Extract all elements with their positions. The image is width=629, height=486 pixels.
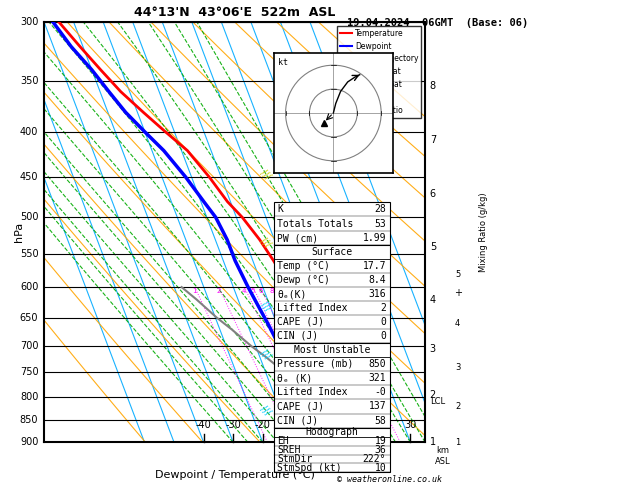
Text: 1: 1 bbox=[192, 288, 197, 295]
Text: 5: 5 bbox=[430, 242, 436, 252]
Text: 316: 316 bbox=[369, 289, 386, 299]
Text: 850: 850 bbox=[19, 416, 38, 425]
Text: SREH: SREH bbox=[277, 445, 301, 455]
Text: 3: 3 bbox=[430, 344, 436, 354]
Text: 0: 0 bbox=[381, 317, 386, 327]
Text: 1: 1 bbox=[430, 437, 436, 447]
Text: Mixing Ratio (g/kg): Mixing Ratio (g/kg) bbox=[479, 192, 487, 272]
Text: 30: 30 bbox=[404, 419, 416, 430]
Text: 300: 300 bbox=[20, 17, 38, 27]
Text: 8: 8 bbox=[430, 81, 436, 91]
Text: 5: 5 bbox=[455, 270, 460, 278]
Text: -20: -20 bbox=[255, 419, 270, 430]
Text: PW (cm): PW (cm) bbox=[277, 233, 318, 243]
Text: -10: -10 bbox=[284, 419, 300, 430]
Text: 400: 400 bbox=[20, 127, 38, 137]
Text: ///: /// bbox=[259, 299, 272, 313]
Text: 222°: 222° bbox=[363, 454, 386, 464]
Text: Pressure (mb): Pressure (mb) bbox=[277, 359, 353, 369]
Text: 500: 500 bbox=[19, 212, 38, 222]
Text: km
ASL: km ASL bbox=[435, 447, 450, 466]
Text: 2: 2 bbox=[216, 288, 221, 295]
Text: 5: 5 bbox=[251, 288, 255, 295]
Text: 900: 900 bbox=[20, 437, 38, 447]
Text: EH: EH bbox=[277, 436, 289, 446]
Text: 10: 10 bbox=[374, 463, 386, 473]
Text: 7: 7 bbox=[430, 135, 436, 144]
Text: -30: -30 bbox=[225, 419, 241, 430]
Text: 6: 6 bbox=[430, 189, 436, 199]
Text: θₑ(K): θₑ(K) bbox=[277, 289, 307, 299]
Text: kt: kt bbox=[279, 58, 288, 67]
Text: 450: 450 bbox=[19, 172, 38, 182]
Text: 8.4: 8.4 bbox=[369, 275, 386, 285]
Text: 2: 2 bbox=[381, 303, 386, 313]
Text: 0: 0 bbox=[319, 419, 325, 430]
Text: Lifted Index: Lifted Index bbox=[277, 303, 348, 313]
Text: ///: /// bbox=[259, 404, 272, 417]
Text: LCL: LCL bbox=[430, 398, 445, 406]
Text: 1.99: 1.99 bbox=[363, 233, 386, 243]
Text: 36: 36 bbox=[374, 445, 386, 455]
Text: Dewp (°C): Dewp (°C) bbox=[277, 275, 330, 285]
Text: CIN (J): CIN (J) bbox=[277, 416, 318, 426]
Text: ///: /// bbox=[259, 168, 272, 182]
Text: -0: -0 bbox=[374, 387, 386, 397]
Text: Totals Totals: Totals Totals bbox=[277, 219, 353, 228]
Text: Surface: Surface bbox=[311, 247, 352, 258]
Text: StmSpd (kt): StmSpd (kt) bbox=[277, 463, 342, 473]
Text: Temp (°C): Temp (°C) bbox=[277, 261, 330, 271]
Text: CAPE (J): CAPE (J) bbox=[277, 317, 325, 327]
Text: 0: 0 bbox=[381, 330, 386, 341]
Text: θₑ (K): θₑ (K) bbox=[277, 373, 313, 383]
Text: Most Unstable: Most Unstable bbox=[294, 345, 370, 355]
Text: 350: 350 bbox=[19, 76, 38, 86]
Text: 600: 600 bbox=[20, 282, 38, 292]
Text: 6: 6 bbox=[258, 288, 262, 295]
Text: 28: 28 bbox=[374, 204, 386, 214]
Text: Lifted Index: Lifted Index bbox=[277, 387, 348, 397]
Text: © weatheronline.co.uk: © weatheronline.co.uk bbox=[338, 474, 442, 484]
Text: CIN (J): CIN (J) bbox=[277, 330, 318, 341]
Text: 20: 20 bbox=[375, 419, 387, 430]
Text: 137: 137 bbox=[369, 401, 386, 412]
Text: 1: 1 bbox=[455, 438, 460, 447]
Text: Dewpoint / Temperature (°C): Dewpoint / Temperature (°C) bbox=[155, 469, 314, 480]
Title: 44°13'N  43°06'E  522m  ASL: 44°13'N 43°06'E 522m ASL bbox=[134, 6, 335, 19]
Text: hPa: hPa bbox=[14, 222, 25, 242]
Text: CAPE (J): CAPE (J) bbox=[277, 401, 325, 412]
Legend: Temperature, Dewpoint, Parcel Trajectory, Dry Adiabat, Wet Adiabat, Isotherm, Mi: Temperature, Dewpoint, Parcel Trajectory… bbox=[337, 26, 421, 118]
Text: Hodograph: Hodograph bbox=[305, 427, 359, 437]
Text: 4: 4 bbox=[430, 295, 436, 305]
Text: 700: 700 bbox=[19, 341, 38, 351]
Text: 58: 58 bbox=[374, 416, 386, 426]
Text: 25: 25 bbox=[317, 288, 326, 295]
Text: ///: /// bbox=[259, 236, 272, 250]
Text: K: K bbox=[277, 204, 283, 214]
Text: 20: 20 bbox=[307, 288, 316, 295]
Text: StmDir: StmDir bbox=[277, 454, 313, 464]
Text: 650: 650 bbox=[19, 312, 38, 323]
Text: 850: 850 bbox=[369, 359, 386, 369]
Text: 3: 3 bbox=[455, 363, 460, 372]
Text: 19: 19 bbox=[374, 436, 386, 446]
Text: 10: 10 bbox=[277, 288, 286, 295]
Text: 17.7: 17.7 bbox=[363, 261, 386, 271]
Text: 800: 800 bbox=[20, 392, 38, 402]
Text: 19.04.2024  06GMT  (Base: 06): 19.04.2024 06GMT (Base: 06) bbox=[347, 18, 528, 29]
Text: 15: 15 bbox=[294, 288, 303, 295]
Text: 8: 8 bbox=[270, 288, 274, 295]
Text: 53: 53 bbox=[374, 219, 386, 228]
Text: ///: /// bbox=[259, 348, 272, 362]
Text: 550: 550 bbox=[19, 249, 38, 259]
Text: -40: -40 bbox=[196, 419, 211, 430]
Text: 4: 4 bbox=[455, 319, 460, 328]
Text: 10: 10 bbox=[345, 419, 357, 430]
Text: 2: 2 bbox=[455, 402, 460, 411]
Text: 750: 750 bbox=[19, 367, 38, 378]
Text: 4: 4 bbox=[242, 288, 247, 295]
Text: 321: 321 bbox=[369, 373, 386, 383]
Text: 2: 2 bbox=[430, 390, 436, 400]
Text: +: + bbox=[454, 288, 462, 298]
